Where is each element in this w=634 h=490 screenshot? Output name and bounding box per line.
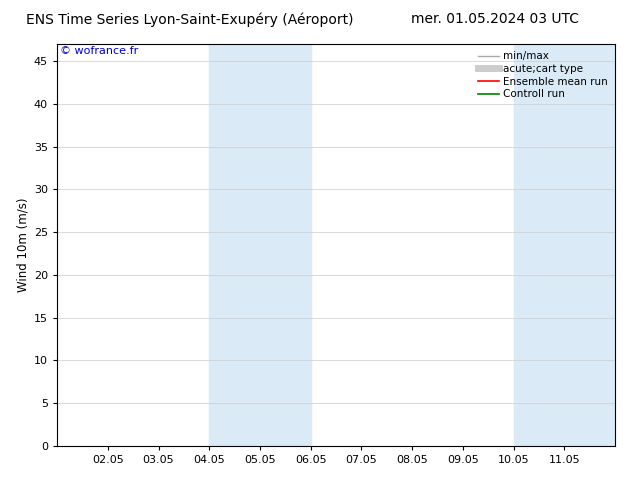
Text: © wofrance.fr: © wofrance.fr [60, 46, 138, 56]
Bar [514, 44, 615, 446]
Text: mer. 01.05.2024 03 UTC: mer. 01.05.2024 03 UTC [411, 12, 578, 26]
Text: ENS Time Series Lyon-Saint-Exupéry (Aéroport): ENS Time Series Lyon-Saint-Exupéry (Aéro… [27, 12, 354, 27]
Bar [209, 44, 311, 446]
Legend: min/max, acute;cart type, Ensemble mean run, Controll run: min/max, acute;cart type, Ensemble mean … [476, 49, 610, 101]
Y-axis label: Wind 10m (m/s): Wind 10m (m/s) [16, 198, 30, 292]
